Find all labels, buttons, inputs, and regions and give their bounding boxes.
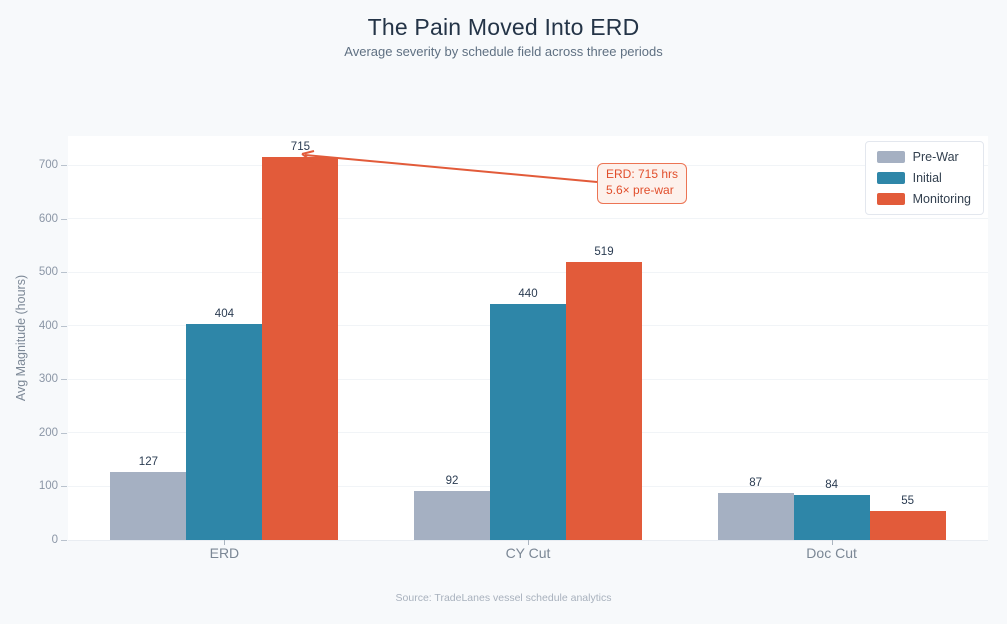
y-tick-mark <box>61 540 67 541</box>
legend-swatch-icon <box>876 151 905 163</box>
legend-item-monitoring: Monitoring <box>876 192 971 206</box>
legend-label: Pre-War <box>912 150 959 164</box>
y-tick-mark <box>61 325 67 327</box>
gridline <box>68 271 988 273</box>
y-tick-label: 500 <box>38 266 58 279</box>
x-tick-mark <box>528 540 529 545</box>
bar-value-label: 404 <box>214 308 234 320</box>
y-tick-mark <box>61 486 67 488</box>
legend-label: Monitoring <box>912 192 971 206</box>
y-tick-label: 300 <box>38 373 58 386</box>
annotation-callout: ERD: 715 hrs 5.6× pre-war <box>597 163 688 204</box>
bar-value-label: 519 <box>594 246 614 258</box>
y-tick-label: 100 <box>38 480 58 493</box>
bar-cy-cut-monitoring <box>566 262 642 540</box>
y-tick-mark <box>61 272 67 274</box>
y-axis-ticks: 0 100 200 300 400 500 600 700 <box>0 136 58 546</box>
y-tick-label: 0 <box>51 534 58 546</box>
plot-area: ERD: 715 hrs 5.6× pre-war Pre-War Initial… <box>68 136 988 541</box>
y-tick-label: 400 <box>38 319 58 332</box>
bar-cy-cut-initial <box>490 304 566 540</box>
legend: Pre-War Initial Monitoring <box>864 141 984 215</box>
source-note: Source: TradeLanes vessel schedule analy… <box>395 592 612 604</box>
x-tick-mark <box>831 540 833 545</box>
legend-swatch-icon <box>876 172 905 184</box>
bar-doc-cut-monitoring <box>869 511 946 540</box>
y-tick-label: 600 <box>38 212 58 225</box>
bar-doc-cut-initial <box>793 495 870 540</box>
legend-item-initial: Initial <box>876 171 971 185</box>
gridline <box>68 164 988 166</box>
x-category-label-cy-cut: CY Cut <box>505 545 551 561</box>
bar-doc-cut-pre-war <box>717 493 794 540</box>
y-tick-label: 200 <box>38 426 58 439</box>
legend-swatch-icon <box>876 193 905 205</box>
legend-item-pre-war: Pre-War <box>876 150 971 164</box>
annotation-line2: 5.6× pre-war <box>606 182 674 197</box>
bar-value-label: 127 <box>138 456 158 468</box>
y-tick-mark <box>61 165 67 166</box>
bar-value-label: 84 <box>825 479 838 491</box>
gridline <box>68 218 988 220</box>
chart-title: The Pain Moved Into ERD <box>367 14 640 40</box>
bar-value-label: 92 <box>445 475 459 487</box>
x-tick-mark <box>224 540 226 545</box>
x-category-label-doc-cut: Doc Cut <box>806 545 857 561</box>
bar-value-label: 440 <box>518 288 538 300</box>
bar-erd-monitoring <box>262 157 339 540</box>
bar-cy-cut-pre-war <box>414 491 490 540</box>
y-tick-mark <box>61 379 67 381</box>
x-category-label-erd: ERD <box>209 545 240 561</box>
y-tick-mark <box>61 218 67 220</box>
y-tick-mark <box>61 432 67 434</box>
bar-erd-initial <box>186 324 263 540</box>
annotation-line1: ERD: 715 hrs <box>606 167 679 181</box>
bar-value-label: 87 <box>749 477 762 489</box>
chart-subtitle: Average severity by schedule field acros… <box>344 44 663 59</box>
y-tick-label: 700 <box>38 159 58 171</box>
bar-value-label: 55 <box>901 495 914 507</box>
legend-label: Initial <box>912 171 942 185</box>
bar-erd-pre-war <box>110 472 187 540</box>
bar-value-label: 715 <box>290 141 310 153</box>
